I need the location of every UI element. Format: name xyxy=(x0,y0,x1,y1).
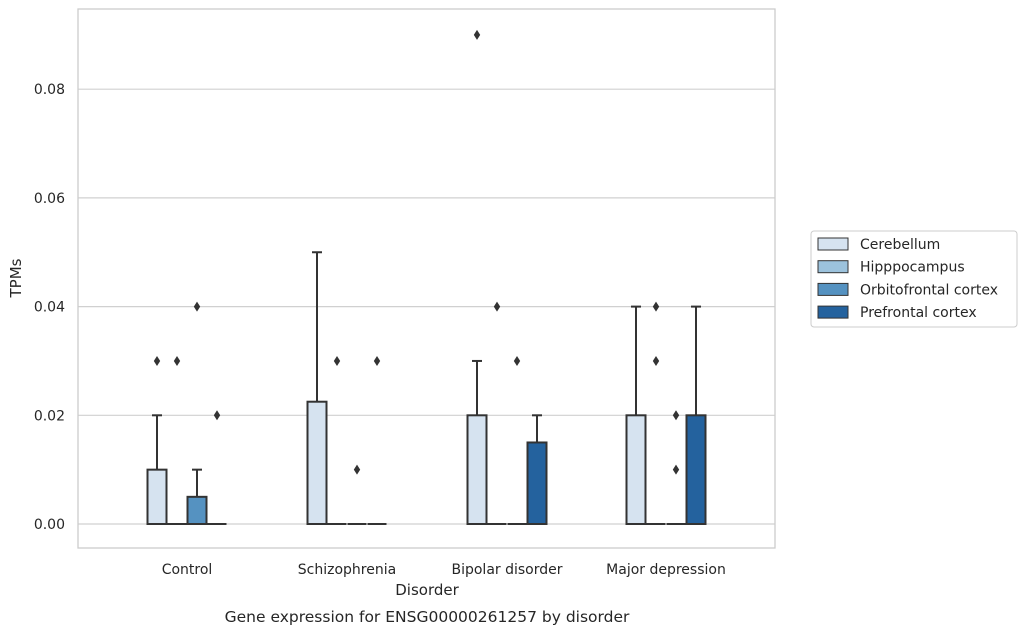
box-body xyxy=(526,441,548,526)
box-cerebellum xyxy=(466,29,488,525)
box-orbitofrontal-cortex xyxy=(186,301,208,526)
outlier-point xyxy=(173,355,181,366)
outlier-point xyxy=(213,410,221,421)
box-prefrontal-cortex xyxy=(367,355,387,525)
box-cerebellum xyxy=(146,355,168,525)
y-tick-label: 0.02 xyxy=(34,408,65,424)
legend-swatch xyxy=(817,305,849,319)
box-body xyxy=(466,414,488,525)
grid-lines xyxy=(78,88,775,525)
plot-area-frame xyxy=(77,8,776,549)
box-hipppocampus xyxy=(327,355,347,525)
outlier-point xyxy=(473,29,481,40)
x-tick-label: Schizophrenia xyxy=(298,562,396,578)
box-prefrontal-cortex xyxy=(207,410,227,525)
outlier-point xyxy=(353,464,361,475)
box-body xyxy=(685,414,707,525)
legend: Cerebellum Hipppocampus Orbitofrontal cort… xyxy=(810,230,1018,328)
legend-label: Prefrontal cortex xyxy=(860,305,977,321)
box-body xyxy=(625,414,647,525)
y-tick-label: 0.08 xyxy=(34,82,65,98)
chart-caption: Gene expression for ENSG00000261257 by d… xyxy=(225,608,630,626)
box-marks xyxy=(146,29,707,526)
y-tick-label: 0.00 xyxy=(34,517,65,533)
outlier-point xyxy=(493,301,501,312)
box-body xyxy=(146,468,168,525)
legend-label: Orbitofrontal cortex xyxy=(860,282,998,298)
box-orbitofrontal-cortex xyxy=(507,355,527,525)
legend-swatch xyxy=(817,237,849,251)
x-axis-title: Disorder xyxy=(395,581,459,599)
y-tick-label: 0.04 xyxy=(34,300,65,316)
box-prefrontal-cortex xyxy=(526,414,548,526)
x-tick-labels: Control Schizophrenia Bipolar disorder Majo… xyxy=(162,562,726,578)
legend-frame xyxy=(810,230,1018,328)
outlier-point xyxy=(193,301,201,312)
x-tick-label: Control xyxy=(162,562,213,578)
outlier-point xyxy=(672,464,680,475)
box-hipppocampus xyxy=(646,301,666,525)
y-tick-label: 0.06 xyxy=(34,191,65,207)
outlier-point xyxy=(672,410,680,421)
x-tick-label: Bipolar disorder xyxy=(451,562,562,578)
outlier-point xyxy=(652,355,660,366)
outlier-point xyxy=(333,355,341,366)
box-cerebellum xyxy=(625,305,647,525)
box-hipppocampus xyxy=(487,301,507,525)
outlier-point xyxy=(153,355,161,366)
y-tick-labels: 0.00 0.02 0.04 0.06 0.08 xyxy=(34,82,65,533)
legend-label: Cerebellum xyxy=(860,237,940,253)
box-prefrontal-cortex xyxy=(685,305,707,525)
box-cerebellum xyxy=(306,251,328,525)
outlier-point xyxy=(513,355,521,366)
outlier-point xyxy=(373,355,381,366)
legend-swatch xyxy=(817,260,849,274)
box-body xyxy=(306,400,328,525)
legend-swatch xyxy=(817,282,849,296)
box-body xyxy=(186,495,208,526)
legend-label: Hipppocampus xyxy=(860,260,965,276)
y-axis-title: TPMs xyxy=(7,258,25,298)
box-hipppocampus xyxy=(167,355,187,525)
box-orbitofrontal-cortex xyxy=(347,464,367,525)
x-tick-label: Major depression xyxy=(606,562,726,578)
outlier-point xyxy=(652,301,660,312)
box-orbitofrontal-cortex xyxy=(666,410,686,525)
